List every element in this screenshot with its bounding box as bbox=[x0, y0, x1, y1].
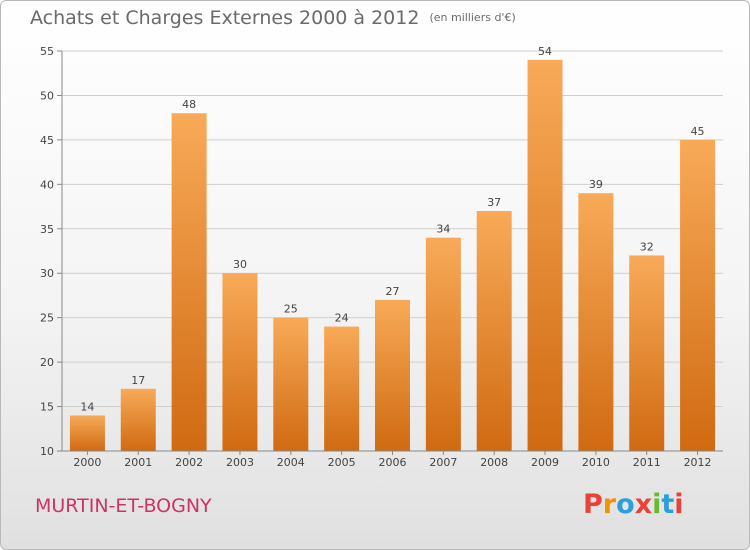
y-tick-label: 40 bbox=[40, 178, 54, 191]
x-tick-label: 2005 bbox=[328, 456, 356, 469]
x-tick-label: 2004 bbox=[277, 456, 305, 469]
logo-letter: i bbox=[652, 489, 662, 520]
bar[interactable] bbox=[375, 299, 410, 451]
x-tick-label: 2006 bbox=[379, 456, 407, 469]
x-tick-label: 2012 bbox=[684, 456, 712, 469]
x-tick-label: 2009 bbox=[531, 456, 559, 469]
bar[interactable] bbox=[629, 255, 665, 451]
y-tick-label: 15 bbox=[40, 401, 54, 414]
bar[interactable] bbox=[425, 237, 461, 451]
logo-letter: P bbox=[583, 489, 603, 520]
x-tick-label: 2007 bbox=[429, 456, 457, 469]
x-tick-label: 2000 bbox=[73, 456, 101, 469]
subtitle-text: (en milliers d'€) bbox=[429, 11, 516, 24]
bar-value-label: 25 bbox=[284, 303, 298, 316]
bar-value-label: 14 bbox=[80, 400, 94, 413]
bar[interactable] bbox=[578, 193, 614, 451]
bar[interactable] bbox=[680, 139, 716, 451]
bar[interactable] bbox=[324, 326, 360, 451]
proxiti-logo[interactable]: Proxiti bbox=[583, 489, 684, 520]
x-tick-label: 2008 bbox=[480, 456, 508, 469]
bar[interactable] bbox=[476, 211, 512, 451]
logo-letter: t bbox=[661, 489, 675, 520]
bars: 14 17 48 30 25 24 27 34 37 54 39 32 45 bbox=[69, 45, 716, 452]
bar[interactable] bbox=[69, 415, 105, 451]
y-tick-label: 25 bbox=[40, 312, 54, 325]
x-tick-label: 2011 bbox=[633, 456, 661, 469]
axes: 10 15 20 25 30 35 40 45 50 55 2000 2001 2002 2003 2004… bbox=[40, 45, 723, 469]
chart-title: Achats et Charges Externes 2000 à 2012 (e… bbox=[30, 7, 516, 29]
y-tick-label: 55 bbox=[40, 45, 54, 58]
logo-letter: x bbox=[634, 489, 653, 520]
x-tick-label: 2010 bbox=[582, 456, 610, 469]
bar[interactable] bbox=[273, 317, 309, 451]
commune-name: MURTIN-ET-BOGNY bbox=[35, 495, 212, 517]
bar-value-label: 32 bbox=[640, 240, 654, 253]
y-tick-label: 45 bbox=[40, 134, 54, 147]
x-tick-label: 2003 bbox=[226, 456, 254, 469]
y-tick-label: 35 bbox=[40, 223, 54, 236]
bar-value-label: 30 bbox=[233, 258, 247, 271]
y-tick-label: 50 bbox=[40, 89, 54, 102]
bar-value-label: 17 bbox=[131, 374, 145, 387]
y-tick-label: 30 bbox=[40, 267, 54, 280]
y-tick-label: 20 bbox=[40, 356, 54, 369]
bar[interactable] bbox=[222, 273, 258, 451]
bar-value-label: 54 bbox=[538, 45, 552, 58]
bar-value-label: 34 bbox=[436, 223, 450, 236]
bar[interactable] bbox=[527, 59, 563, 452]
y-tick-label: 10 bbox=[40, 445, 54, 458]
bar-value-label: 27 bbox=[386, 285, 400, 298]
x-tick-label: 2001 bbox=[124, 456, 152, 469]
bar[interactable] bbox=[120, 388, 156, 451]
bar-value-label: 39 bbox=[589, 178, 603, 191]
title-text: Achats et Charges Externes 2000 à 2012 bbox=[30, 7, 420, 29]
x-tick-label: 2002 bbox=[175, 456, 203, 469]
logo-letter: r bbox=[602, 489, 617, 520]
bar[interactable] bbox=[171, 113, 207, 451]
bar-value-label: 24 bbox=[335, 312, 349, 325]
bar-value-label: 37 bbox=[487, 196, 501, 209]
logo-letter: i bbox=[674, 489, 684, 520]
bar-value-label: 45 bbox=[691, 125, 705, 138]
bar-value-label: 48 bbox=[182, 98, 196, 111]
logo-letter: o bbox=[616, 489, 635, 520]
